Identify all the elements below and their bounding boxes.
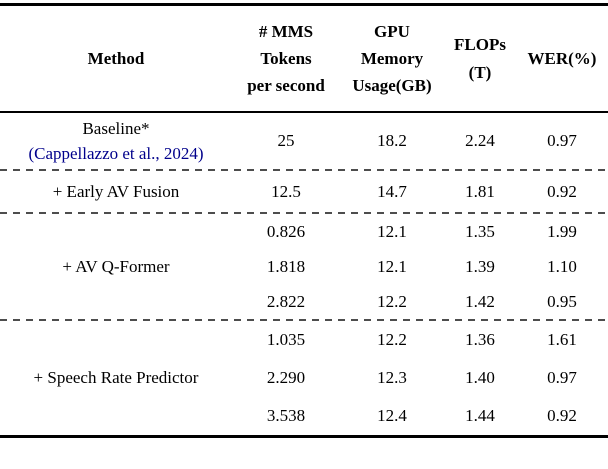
table-row-av-qformer-1: + AV Q-Former 0.826 12.1 1.35 1.99 (0, 214, 608, 276)
col-header-mms-tokens: # MMS Tokens per second (232, 4, 340, 113)
col-header-mms-line2: Tokens (260, 48, 312, 68)
col-header-mms-line3: per second (247, 76, 325, 96)
cell-baseline-flops: 2.24 (465, 131, 495, 150)
table-row-av-qformer-2: 1.818 12.1 1.39 1.10 (0, 249, 608, 284)
cell-qformer3-gpu: 12.2 (377, 291, 407, 311)
cell-srp3-wer: 0.92 (547, 406, 577, 425)
results-table: Method # MMS Tokens per second GPU Memor… (0, 3, 608, 438)
method-cell-speech-rate-predictor: + Speech Rate Predictor (33, 368, 199, 388)
cell-srp1-flops: 1.36 (465, 330, 495, 349)
col-header-gpu-line1: GPU (374, 21, 410, 41)
baseline-label: Baseline* (82, 118, 150, 138)
cell-qformer2-flops: 1.39 (465, 256, 495, 276)
cell-qformer1-wer: 1.99 (547, 221, 577, 241)
cell-qformer3-wer: 0.95 (547, 291, 577, 311)
citation-link[interactable]: (Cappellazzo et al., 2024) (28, 144, 204, 163)
col-header-method-label: Method (87, 48, 145, 68)
cell-qformer1-mms: 0.826 (266, 221, 306, 241)
cell-early-gpu: 14.7 (377, 181, 407, 201)
col-header-gpu-line3: Usage(GB) (352, 76, 432, 96)
method-cell-av-qformer: + AV Q-Former (62, 256, 170, 276)
cell-qformer3-flops: 1.42 (465, 291, 495, 311)
dashed-divider (0, 319, 608, 321)
divider-row (0, 169, 608, 171)
col-header-mms-line1: # MMS (258, 21, 314, 41)
table-header-row: Method # MMS Tokens per second GPU Memor… (0, 4, 608, 113)
cell-early-mms: 12.5 (271, 181, 301, 201)
cell-srp2-mms: 2.290 (266, 368, 306, 387)
cell-srp1-mms: 1.035 (266, 330, 306, 349)
cell-srp1-gpu: 12.2 (377, 330, 407, 349)
dashed-divider (0, 212, 608, 214)
table-row-early-av-fusion: + Early AV Fusion 12.5 14.7 1.81 0.92 (0, 171, 608, 212)
table-row-speech-rate-1: + Speech Rate Predictor 1.035 12.2 1.36 … (0, 321, 608, 387)
cell-srp1-wer: 1.61 (547, 330, 577, 349)
col-header-wer-label: WER(%) (527, 48, 597, 68)
cell-qformer1-flops: 1.35 (465, 221, 495, 241)
col-header-flops-line2: (T) (468, 62, 492, 82)
divider-row (0, 212, 608, 214)
col-header-gpu-line2: Memory (360, 48, 424, 68)
cell-qformer1-gpu: 12.1 (377, 221, 407, 241)
cell-qformer2-wer: 1.10 (547, 256, 577, 276)
col-header-flops: FLOPs (T) (444, 4, 516, 113)
cell-srp3-mms: 3.538 (266, 406, 306, 425)
col-header-method: Method (0, 4, 232, 113)
divider-row (0, 319, 608, 321)
table-row-speech-rate-3: 3.538 12.4 1.44 0.92 (0, 397, 608, 437)
cell-early-flops: 1.81 (465, 181, 495, 201)
cell-baseline-gpu: 18.2 (377, 131, 407, 150)
method-cell-early-av-fusion: + Early AV Fusion (52, 181, 180, 201)
cell-baseline-wer: 0.97 (547, 131, 577, 150)
cell-baseline-mms: 25 (277, 131, 295, 150)
table-row-av-qformer-3: 2.822 12.2 1.42 0.95 (0, 284, 608, 319)
cell-qformer2-mms: 1.818 (266, 256, 306, 276)
method-cell-baseline: Baseline* (Cappellazzo et al., 2024) (0, 112, 232, 169)
table-row-baseline: Baseline* (Cappellazzo et al., 2024) 25 … (0, 112, 608, 169)
paper-table-page: Method # MMS Tokens per second GPU Memor… (0, 3, 608, 469)
cell-qformer2-gpu: 12.1 (377, 256, 407, 276)
col-header-gpu-memory: GPU Memory Usage(GB) (340, 4, 444, 113)
col-header-wer: WER(%) (516, 4, 608, 113)
cell-srp3-gpu: 12.4 (377, 406, 407, 425)
cell-early-wer: 0.92 (547, 181, 577, 201)
table-row-speech-rate-2: 2.290 12.3 1.40 0.97 (0, 359, 608, 397)
cell-qformer3-mms: 2.822 (266, 291, 306, 311)
dashed-divider (0, 169, 608, 171)
cell-srp2-gpu: 12.3 (377, 368, 407, 387)
cell-srp2-wer: 0.97 (547, 368, 577, 387)
cell-srp3-flops: 1.44 (465, 406, 495, 425)
col-header-flops-line1: FLOPs (454, 35, 506, 55)
cell-srp2-flops: 1.40 (465, 368, 495, 387)
